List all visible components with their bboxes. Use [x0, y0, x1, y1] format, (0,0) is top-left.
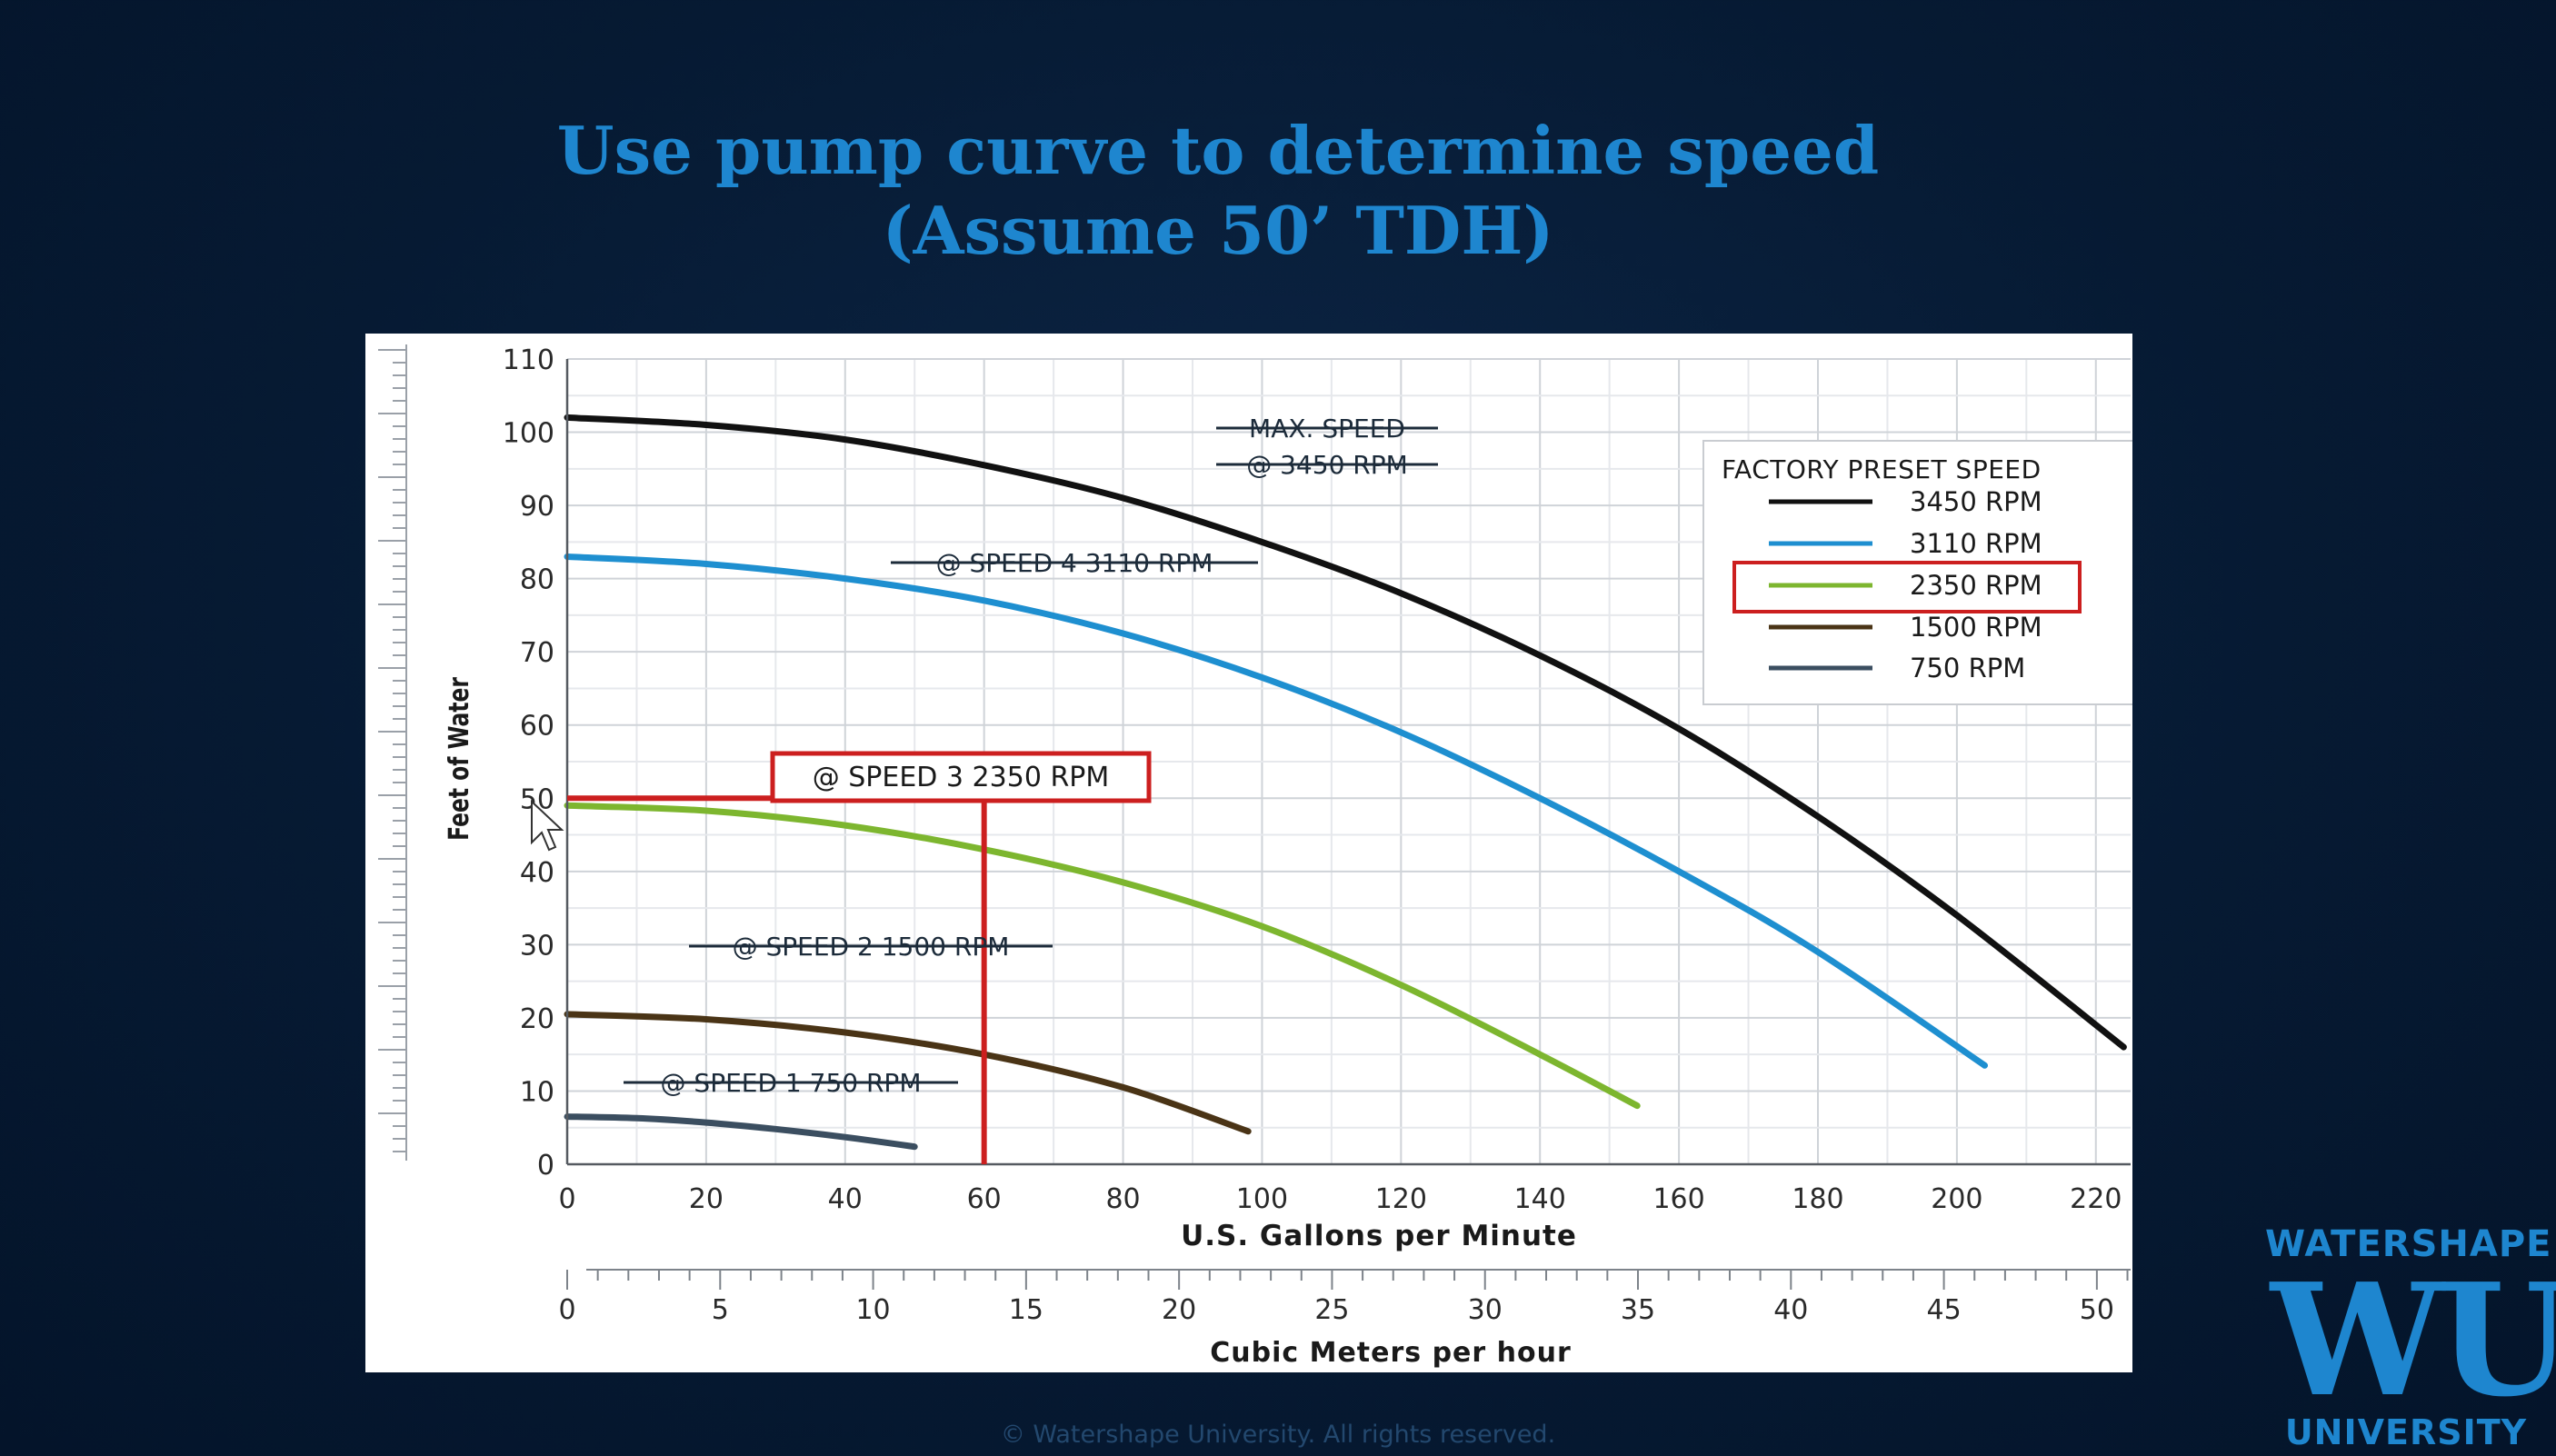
pump-curve-chart: 0 10 20 30 40 50 60 70 80 90 100 110 0 20 40 60 80 100 120… — [365, 334, 2132, 1372]
x-tick-label: 180 — [1792, 1183, 1843, 1215]
series-lines — [564, 414, 2127, 1151]
legend-label: 1500 RPM — [1910, 612, 2042, 643]
metric-axis-title: Cubic Meters per hour — [1210, 1337, 1572, 1369]
legend-label: 3110 RPM — [1910, 528, 2042, 559]
x-tick-label: 0 — [558, 1183, 575, 1215]
legend-box — [1702, 440, 2132, 705]
x-axis-title: U.S. Gallons per Minute — [1181, 1220, 1577, 1252]
slide-title: Use pump curve to determine speed — [556, 112, 1880, 189]
series-line-3450-rpm — [564, 414, 2127, 1051]
logo-top-text: WATERSHAPE — [2265, 1223, 2552, 1265]
x-tick-label: 160 — [1652, 1183, 1704, 1215]
series-line-750-rpm — [564, 1113, 918, 1151]
x-tick-label: 80 — [1105, 1183, 1140, 1215]
metric-tick-label: 5 — [712, 1294, 729, 1326]
x-tick-label: 220 — [2070, 1183, 2122, 1215]
x-tick-label: 60 — [967, 1183, 1002, 1215]
watershape-university-logo: WATERSHAPE WU UNIVERSITY — [2265, 1223, 2556, 1452]
speed3-callout-box — [770, 751, 1152, 803]
logo-bottom-text: UNIVERSITY — [2284, 1412, 2528, 1452]
metric-tick-label: 45 — [1926, 1294, 1961, 1326]
legend-highlight-box — [1732, 561, 2082, 613]
legend-label: 2350 RPM — [1910, 570, 2042, 601]
y-tick-label: 90 — [520, 491, 554, 523]
series-line-3110-rpm — [564, 553, 1988, 1069]
metric-tick-label: 15 — [1009, 1294, 1043, 1326]
x-tick-label: 40 — [828, 1183, 863, 1215]
metric-tick-label: 0 — [558, 1294, 575, 1326]
metric-tick-label: 10 — [855, 1294, 890, 1326]
legend-label: 750 RPM — [1910, 653, 2025, 683]
legend-label: 3450 RPM — [1910, 486, 2042, 517]
y-tick-label: 70 — [520, 637, 554, 669]
x-tick-label: 200 — [1931, 1183, 1982, 1215]
x-tick-label: 120 — [1375, 1183, 1427, 1215]
y-tick-label: 40 — [520, 857, 554, 889]
legend-title: FACTORY PRESET SPEED — [1722, 454, 2042, 484]
y-tick-label: 20 — [520, 1003, 554, 1035]
left-ruler — [378, 344, 407, 1161]
metric-tick-label: 35 — [1621, 1294, 1655, 1326]
metric-tick-label: 25 — [1314, 1294, 1349, 1326]
y-tick-label: 10 — [520, 1076, 554, 1108]
x-tick-label: 140 — [1514, 1183, 1566, 1215]
y-tick-label: 60 — [520, 711, 554, 743]
y-tick-label: 80 — [520, 564, 554, 596]
y-tick-label: 110 — [503, 344, 554, 376]
x-tick-label: 100 — [1236, 1183, 1288, 1215]
metric-tick-label: 40 — [1773, 1294, 1808, 1326]
speed3-callout-label: @ SPEED 3 2350 RPM — [813, 762, 1110, 793]
metric-tick-label: 20 — [1162, 1294, 1196, 1326]
y-tick-label: 0 — [537, 1150, 554, 1182]
series-line-1500-rpm — [564, 1011, 1252, 1135]
metric-tick-label: 30 — [1468, 1294, 1503, 1326]
logo-mark: WU — [2271, 1250, 2556, 1431]
y-axis-title: Feet of Water — [444, 676, 475, 840]
copyright-notice: © Watershape University. All rights rese… — [1000, 1421, 1556, 1449]
slide-subtitle: (Assume 50’ TDH) — [882, 192, 1554, 269]
mouse-cursor-icon — [531, 799, 564, 852]
x-tick-label: 20 — [689, 1183, 724, 1215]
series-line-2350-rpm — [564, 802, 1641, 1110]
y-tick-label: 30 — [520, 930, 554, 962]
metric-tick-label: 50 — [2080, 1294, 2114, 1326]
annotations: MAX. SPEED@ 3450 RPM@ SPEED 4 3110 RPM@ … — [624, 414, 1438, 1098]
y-tick-label: 100 — [503, 418, 554, 450]
